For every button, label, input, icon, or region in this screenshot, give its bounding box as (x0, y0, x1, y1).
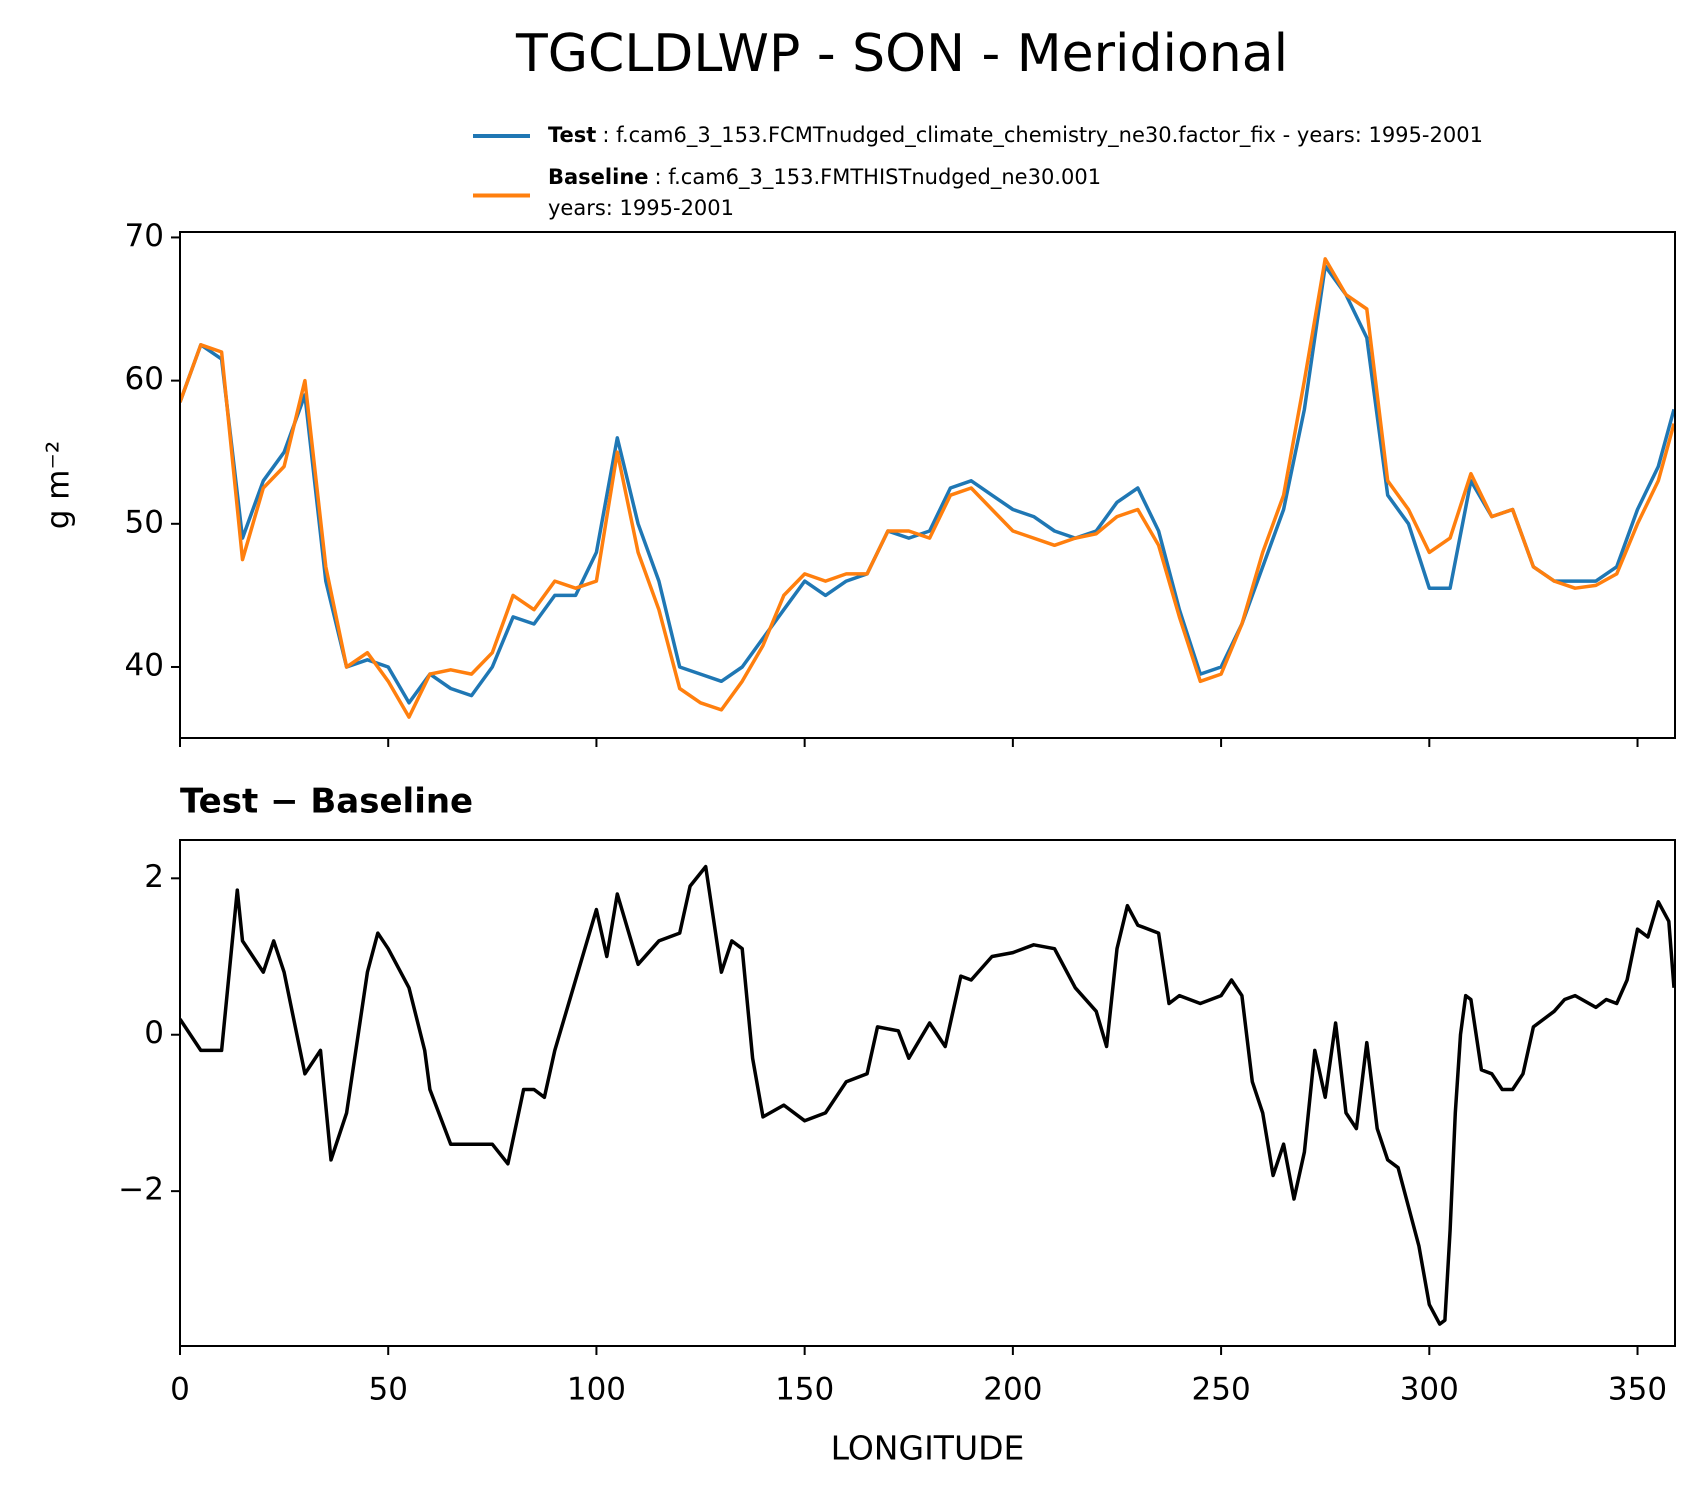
legend-name: Test (548, 123, 596, 147)
y-tick-label: 2 (144, 859, 164, 895)
y-tick-label: 0 (144, 1015, 164, 1051)
y-tick-label: 60 (125, 361, 164, 397)
axes-frame (179, 231, 1676, 739)
y-tick-label: 50 (125, 504, 164, 540)
axes-frame (179, 839, 1676, 1347)
data-line (180, 257, 1675, 719)
figure-title: TGCLDLWP - SON - Meridional (515, 24, 1288, 84)
x-tick-label: 150 (775, 1372, 834, 1408)
x-tick-label: 0 (170, 1372, 190, 1408)
x-tick-label: 250 (1192, 1372, 1251, 1408)
y-axis-label: g m⁻² (41, 441, 77, 530)
legend-description: years: 1995-2001 (548, 196, 734, 220)
y-tick-label: 40 (125, 647, 164, 683)
data-line (180, 864, 1675, 1326)
x-tick-label: 100 (567, 1372, 626, 1408)
x-tick-label: 200 (983, 1372, 1042, 1408)
subplot-title: Test − Baseline (180, 782, 473, 822)
legend-description: : f.cam6_3_153.FCMTnudged_climate_chemis… (602, 123, 1483, 148)
y-tick-label: −2 (118, 1172, 164, 1208)
legend-label: Baseline: f.cam6_3_153.FMTHISTnudged_ne3… (548, 165, 1101, 190)
legend-label: Test: f.cam6_3_153.FCMTnudged_climate_ch… (548, 123, 1483, 148)
data-line (180, 264, 1675, 705)
legend-name: Baseline (548, 165, 649, 189)
x-tick-label: 300 (1400, 1372, 1459, 1408)
x-tick-label: 350 (1608, 1372, 1667, 1408)
legend-description: : f.cam6_3_153.FMTHISTnudged_ne30.001 (655, 165, 1102, 190)
x-axis-label: LONGITUDE (831, 1429, 1025, 1468)
y-tick-label: 70 (125, 218, 164, 254)
x-tick-label: 50 (368, 1372, 407, 1408)
